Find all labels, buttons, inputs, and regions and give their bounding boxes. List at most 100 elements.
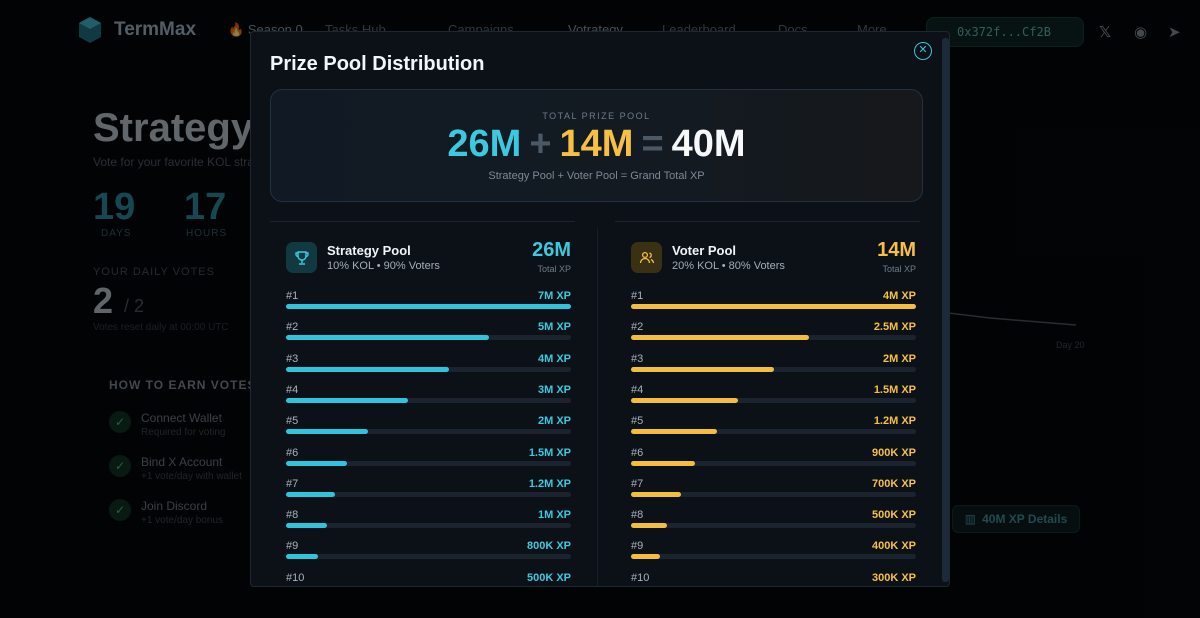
rank-number: #6: [286, 446, 299, 459]
rank-xp: 900K XP: [871, 446, 916, 459]
check-icon: ✓: [109, 499, 131, 521]
rank-number: #10: [286, 571, 305, 584]
rank-row: #6 900K XP: [631, 447, 916, 478]
rank-xp: 800K XP: [526, 540, 571, 553]
rank-bar-fill: [631, 523, 667, 529]
rank-bar-track: [631, 304, 916, 309]
wallet-button[interactable]: 0x372f...Cf2B: [926, 17, 1084, 47]
rank-xp: 4M XP: [537, 352, 571, 365]
rank-bar-track: [286, 304, 571, 309]
countdown-hours-value: 17: [184, 186, 227, 228]
rank-bar-fill: [286, 491, 335, 497]
rank-number: #6: [631, 446, 644, 459]
votes-title: YOUR DAILY VOTES: [93, 266, 215, 278]
rank-xp: 1.5M XP: [528, 446, 571, 459]
x-icon[interactable]: 𝕏: [1099, 24, 1112, 41]
rank-row: #4 1.5M XP: [631, 384, 916, 415]
rank-bar-track: [286, 460, 571, 466]
check-icon: ✓: [109, 455, 131, 477]
earn-item-desc: Required for voting: [141, 427, 226, 438]
chart-icon: ▥: [964, 512, 977, 526]
total-prize-pool-equation: 26M +14M = 40M: [271, 123, 922, 166]
rank-bar-fill: [286, 335, 490, 341]
rank-bar-track: [286, 397, 571, 403]
rank-number: #9: [286, 540, 299, 553]
rank-bar-fill: [631, 585, 653, 586]
rank-xp: 700K XP: [871, 477, 916, 490]
page-title: Strategy: [93, 106, 254, 150]
logo-icon: [79, 17, 101, 43]
earn-item-connect-wallet[interactable]: ✓ Connect Wallet Required for voting: [109, 411, 226, 438]
voter-pool-panel: Voter Pool 20% KOL • 80% Voters 14M Tota…: [615, 221, 920, 586]
close-button[interactable]: ✕: [914, 42, 932, 60]
earn-item-desc: +1 vote/day with wallet: [141, 471, 242, 482]
discord-icon[interactable]: ◉: [1134, 24, 1148, 41]
votes-count: 2: [93, 280, 114, 321]
chart-day-label: Day 20: [1056, 340, 1085, 350]
earn-item-name: Bind X Account: [141, 455, 223, 469]
voter-pool-name: Voter Pool: [672, 243, 737, 258]
rank-number: #7: [631, 477, 644, 490]
logo[interactable]: TermMax: [78, 16, 196, 44]
rank-bar-fill: [631, 429, 717, 435]
rank-row: #4 3M XP: [286, 384, 571, 415]
trophy-icon: [286, 242, 317, 273]
rank-row: #2 5M XP: [286, 321, 571, 352]
page-subtitle: Vote for your favorite KOL strategy: [93, 155, 277, 169]
rank-xp: 1.2M XP: [873, 415, 916, 428]
modal-scrollbar[interactable]: [942, 38, 949, 582]
rank-bar-fill: [631, 460, 696, 466]
rank-bar-track: [631, 523, 916, 529]
total-formula-caption: Strategy Pool + Voter Pool = Grand Total…: [488, 170, 705, 182]
rank-row: #1 7M XP: [286, 290, 571, 321]
rank-row: #9 800K XP: [286, 540, 571, 571]
rank-bar-track: [631, 429, 916, 435]
voter-pool-split: 20% KOL • 80% Voters: [672, 260, 785, 272]
rank-number: #8: [631, 509, 644, 522]
xp-details-label: 40M XP Details: [982, 512, 1068, 526]
rank-xp: 500K XP: [871, 509, 916, 522]
rank-bar-fill: [286, 585, 307, 586]
close-icon: ✕: [918, 44, 928, 56]
rank-row: #5 2M XP: [286, 415, 571, 446]
rank-bar-fill: [286, 397, 409, 403]
earn-item-join-discord[interactable]: ✓ Join Discord +1 vote/day bonus: [109, 499, 223, 526]
rank-row: #5 1.2M XP: [631, 415, 916, 446]
rank-xp: 2M XP: [537, 415, 571, 428]
xp-details-button[interactable]: ▥ 40M XP Details: [952, 505, 1080, 533]
rank-row: #3 4M XP: [286, 353, 571, 384]
rank-row: #8 1M XP: [286, 509, 571, 540]
wallet-address: 0x372f...Cf2B: [957, 25, 1051, 39]
rank-bar-track: [286, 335, 571, 341]
earn-item-bind-x[interactable]: ✓ Bind X Account +1 vote/day with wallet: [109, 455, 242, 482]
rank-bar-fill: [286, 554, 319, 560]
rank-number: #3: [631, 352, 644, 365]
rank-number: #8: [286, 509, 299, 522]
rank-number: #1: [631, 290, 644, 302]
votes-note: Votes reset daily at 00:00 UTC: [93, 322, 229, 333]
rank-xp: 500K XP: [526, 571, 571, 584]
telegram-icon[interactable]: ➤: [1168, 24, 1181, 41]
rank-row: #1 4M XP: [631, 290, 916, 321]
rank-xp: 7M XP: [537, 290, 571, 302]
fire-icon: 🔥: [228, 22, 248, 37]
rank-row: #2 2.5M XP: [631, 321, 916, 352]
grand-total-amount: 40M: [671, 123, 746, 165]
rank-bar-track: [631, 460, 916, 466]
modal-title: Prize Pool Distribution: [270, 53, 485, 75]
strategy-pool-total-label: Total XP: [537, 264, 571, 274]
rank-bar-track: [631, 491, 916, 497]
rank-bar-fill: [631, 554, 660, 560]
rank-bar-fill: [631, 335, 810, 341]
background-chart-line: [940, 311, 1077, 326]
total-prize-pool-card: TOTAL PRIZE POOL 26M +14M = 40M Strategy Po…: [270, 89, 923, 202]
check-icon: ✓: [109, 411, 131, 433]
rank-row: #6 1.5M XP: [286, 447, 571, 478]
strategy-pool-amount: 26M: [447, 123, 522, 165]
users-glyph: [639, 251, 654, 263]
rank-number: #1: [286, 290, 299, 302]
rank-row: #7 700K XP: [631, 478, 916, 509]
rank-number: #9: [631, 540, 644, 553]
rank-bar-track: [286, 554, 571, 560]
pool-divider: [597, 228, 598, 586]
